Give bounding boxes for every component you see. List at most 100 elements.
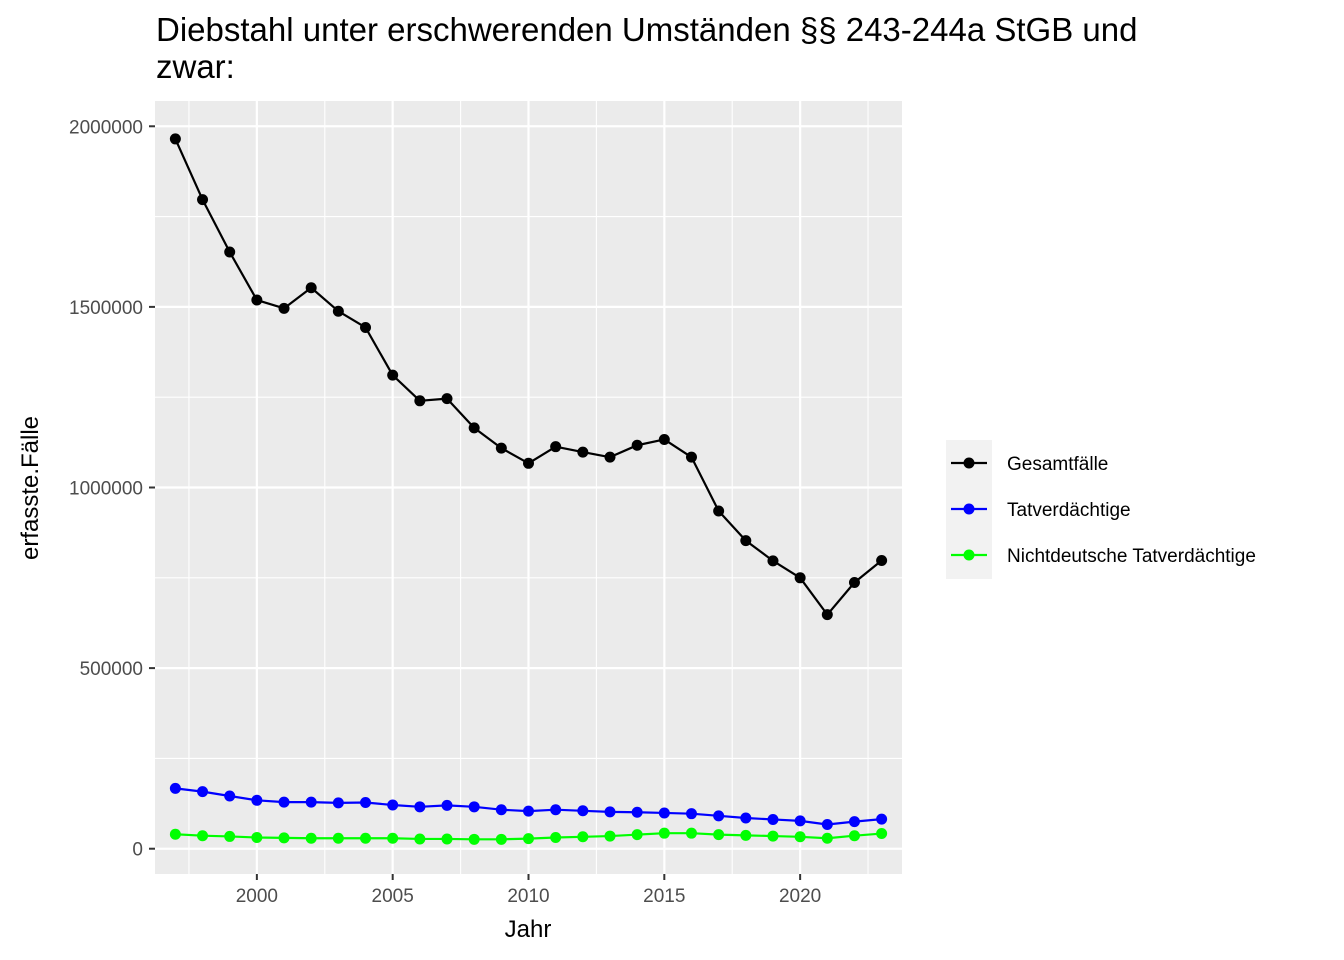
- data-point: [305, 282, 317, 294]
- data-point: [685, 808, 697, 820]
- y-tick-label: 1500000: [69, 298, 143, 319]
- legend-key-point: [963, 457, 975, 469]
- data-point: [794, 572, 806, 584]
- legend: Gesamtfälle Tatverdächtige Nichtdeutsche T…: [946, 440, 1256, 579]
- y-tick-label: 2000000: [69, 117, 143, 138]
- y-tick-label: 0: [132, 840, 143, 861]
- legend-item: Tatverdächtige: [951, 500, 1131, 521]
- data-point: [848, 830, 860, 842]
- data-point: [224, 790, 236, 802]
- data-point: [495, 442, 507, 454]
- data-point: [332, 305, 344, 317]
- data-point: [360, 796, 372, 808]
- y-axis-title: erfasste.Fälle: [17, 416, 44, 560]
- data-point: [713, 505, 725, 517]
- grid-major: [155, 101, 902, 874]
- data-point: [740, 535, 752, 547]
- data-point: [767, 813, 779, 825]
- data-point: [631, 439, 643, 451]
- chart-title-line-2: zwar:: [156, 48, 235, 85]
- data-point: [767, 555, 779, 567]
- y-tick-label: 500000: [80, 659, 143, 680]
- data-point: [468, 801, 480, 813]
- data-point: [631, 806, 643, 818]
- data-point: [577, 446, 589, 458]
- data-point: [550, 832, 562, 844]
- data-point: [767, 830, 779, 842]
- x-tick-label: 2005: [372, 886, 414, 907]
- data-point: [713, 829, 725, 841]
- data-point: [577, 831, 589, 843]
- legend-label: Nichtdeutsche Tatverdächtige: [1007, 546, 1256, 567]
- data-point: [169, 828, 181, 840]
- data-point: [821, 609, 833, 621]
- legend-label: Tatverdächtige: [1007, 500, 1131, 521]
- y-axis: 0 500000 1000000 1500000 2000000: [69, 117, 155, 861]
- legend-label: Gesamtfälle: [1007, 454, 1108, 475]
- data-point: [658, 433, 670, 445]
- data-point: [305, 832, 317, 844]
- data-point: [523, 457, 534, 469]
- data-point: [197, 194, 209, 206]
- data-point: [821, 819, 833, 831]
- series-1: [169, 133, 888, 621]
- data-point: [794, 831, 806, 843]
- data-point: [604, 830, 616, 842]
- series-layer: [169, 133, 888, 845]
- x-axis-title: Jahr: [505, 916, 552, 943]
- x-tick-label: 2020: [779, 886, 821, 907]
- data-point: [740, 812, 752, 824]
- data-point: [305, 796, 317, 808]
- data-point: [278, 302, 290, 314]
- series-3: [169, 827, 888, 845]
- data-point: [224, 246, 236, 258]
- legend-item: Gesamtfälle: [951, 454, 1108, 475]
- data-point: [550, 441, 562, 453]
- data-point: [495, 833, 507, 845]
- data-point: [604, 451, 616, 463]
- chart-title-line-1: Diebstahl unter erschwerenden Umständen …: [156, 11, 1137, 48]
- data-point: [441, 799, 453, 811]
- data-point: [794, 815, 806, 827]
- data-point: [360, 321, 372, 333]
- data-point: [848, 816, 860, 828]
- data-point: [441, 393, 453, 405]
- data-point: [876, 828, 888, 840]
- data-point: [278, 796, 290, 808]
- data-point: [876, 813, 888, 825]
- data-point: [251, 832, 263, 844]
- data-point: [278, 832, 290, 844]
- data-point: [387, 369, 399, 381]
- data-point: [577, 805, 589, 817]
- data-point: [495, 804, 507, 816]
- data-point: [387, 799, 399, 811]
- data-point: [224, 830, 236, 842]
- data-point: [658, 827, 670, 839]
- data-point: [631, 829, 643, 841]
- data-point: [713, 810, 725, 822]
- data-point: [523, 805, 534, 817]
- data-point: [468, 833, 480, 845]
- series-2: [169, 782, 888, 831]
- x-axis: 2000 2005 2010 2015 2020: [236, 874, 821, 907]
- data-point: [169, 782, 181, 794]
- legend-key-point: [963, 503, 975, 515]
- data-point: [848, 576, 860, 588]
- data-point: [523, 833, 534, 845]
- data-point: [251, 294, 263, 306]
- data-point: [685, 827, 697, 839]
- data-point: [197, 830, 209, 842]
- data-point: [360, 832, 372, 844]
- data-point: [740, 829, 752, 841]
- data-point: [251, 794, 263, 806]
- data-point: [441, 833, 453, 845]
- data-point: [468, 422, 480, 434]
- data-point: [387, 832, 399, 844]
- data-point: [414, 395, 426, 407]
- data-point: [876, 554, 888, 566]
- data-point: [169, 133, 181, 145]
- y-tick-label: 1000000: [69, 479, 143, 500]
- data-point: [658, 807, 670, 819]
- legend-key-point: [963, 549, 975, 561]
